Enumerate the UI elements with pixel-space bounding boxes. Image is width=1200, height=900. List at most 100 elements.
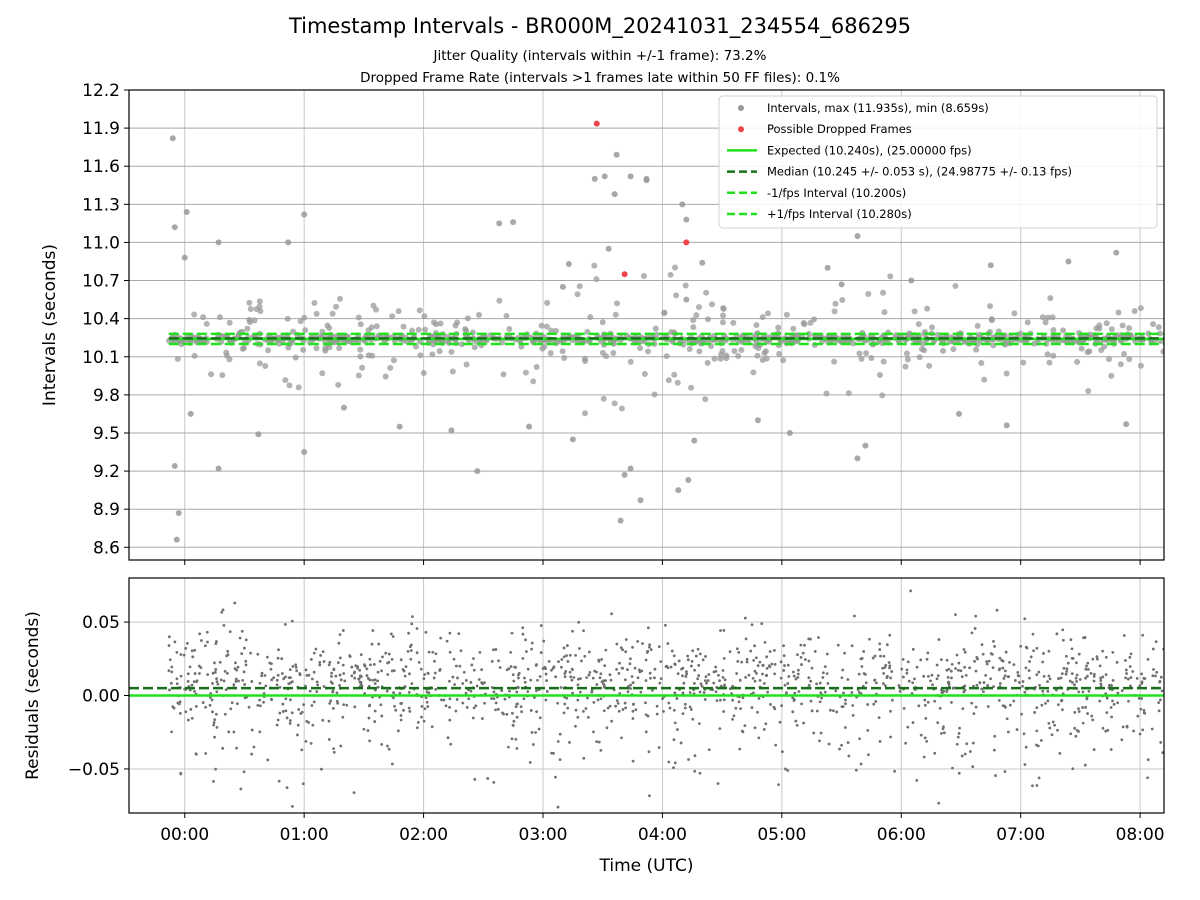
interval-point — [302, 327, 309, 334]
residual-point — [1157, 709, 1161, 713]
residual-point — [933, 751, 937, 755]
residual-point — [782, 669, 786, 672]
residual-point — [690, 664, 693, 668]
residual-point — [336, 661, 340, 665]
residual-point — [442, 698, 446, 702]
residual-point — [721, 675, 725, 679]
residual-point — [684, 675, 688, 678]
residual-point — [515, 747, 519, 750]
interval-point — [988, 317, 995, 324]
residual-point — [929, 679, 932, 683]
residual-point — [525, 650, 528, 653]
residual-point — [490, 686, 494, 689]
residual-point — [778, 720, 782, 724]
residual-point — [697, 722, 701, 726]
residual-point — [503, 697, 507, 701]
residual-point — [1110, 715, 1114, 719]
interval-point — [879, 392, 886, 399]
residual-point — [477, 678, 481, 681]
interval-point — [1117, 361, 1124, 368]
interval-point — [682, 282, 689, 289]
residual-point — [1126, 677, 1130, 681]
residual-point — [391, 635, 395, 638]
residual-point — [569, 675, 573, 679]
residual-point — [743, 724, 747, 728]
residual-point — [571, 629, 574, 633]
residual-point — [1098, 699, 1102, 703]
residual-point — [915, 665, 919, 669]
residual-point — [857, 672, 861, 676]
residual-point — [204, 752, 208, 755]
residual-point — [371, 678, 375, 682]
residual-point — [492, 690, 496, 694]
residual-point — [262, 700, 265, 704]
residual-point — [244, 663, 248, 667]
residual-point — [1059, 676, 1063, 680]
residual-point — [226, 653, 230, 657]
residual-point — [408, 710, 412, 713]
residual-point — [566, 706, 570, 710]
residual-point — [735, 647, 739, 651]
residual-point — [861, 684, 865, 688]
residual-point — [945, 690, 949, 694]
interval-point — [759, 356, 766, 363]
residual-point — [745, 657, 749, 661]
interval-point — [1113, 249, 1120, 256]
interval-point — [355, 314, 362, 321]
residual-point — [942, 725, 945, 729]
interval-point — [1078, 345, 1085, 352]
interval-point — [1155, 324, 1162, 331]
residual-point — [550, 668, 553, 672]
residual-point — [693, 682, 696, 685]
interval-point — [690, 317, 697, 324]
residual-point — [1028, 676, 1031, 680]
residual-point — [1005, 717, 1009, 721]
residual-point — [1050, 733, 1054, 737]
interval-point — [1103, 320, 1110, 327]
residual-point — [535, 710, 539, 714]
interval-point — [530, 378, 537, 385]
residual-point — [796, 675, 800, 679]
residual-point — [636, 676, 640, 680]
residual-point — [386, 673, 390, 676]
residual-point — [456, 676, 459, 680]
residual-point — [215, 680, 219, 684]
residual-point — [670, 649, 674, 653]
interval-point — [762, 348, 769, 355]
interval-point — [1137, 305, 1144, 312]
residual-point — [1016, 674, 1020, 677]
residual-point — [446, 736, 450, 740]
residual-point — [688, 705, 692, 709]
residual-point — [291, 804, 294, 808]
residual-point — [1078, 678, 1082, 681]
interval-point — [665, 377, 672, 384]
residual-point — [958, 726, 961, 730]
residual-point — [860, 665, 864, 668]
residual-point — [756, 710, 759, 714]
interval-point — [775, 324, 782, 331]
residual-point — [1139, 707, 1143, 711]
residual-point — [956, 668, 960, 672]
residual-point — [1101, 675, 1105, 679]
residual-point — [624, 638, 628, 641]
residual-point — [873, 678, 877, 682]
residual-point — [698, 690, 702, 694]
residual-point — [252, 745, 256, 749]
interval-point — [290, 328, 297, 335]
dropped-frame-subtitle: Dropped Frame Rate (intervals >1 frames … — [360, 70, 840, 86]
residual-point — [280, 672, 284, 675]
interval-point — [887, 273, 894, 280]
interval-point — [510, 219, 517, 226]
residual-point — [716, 782, 720, 785]
residual-point — [423, 707, 427, 711]
residual-point — [398, 691, 402, 695]
interval-point — [1106, 356, 1113, 363]
interval-point — [587, 314, 594, 321]
residual-point — [617, 672, 621, 675]
residual-point — [1070, 680, 1074, 684]
residual-point — [1003, 669, 1007, 673]
residual-point — [631, 645, 634, 649]
residual-point — [621, 648, 624, 652]
residual-point — [284, 675, 287, 679]
residual-point — [386, 661, 389, 665]
